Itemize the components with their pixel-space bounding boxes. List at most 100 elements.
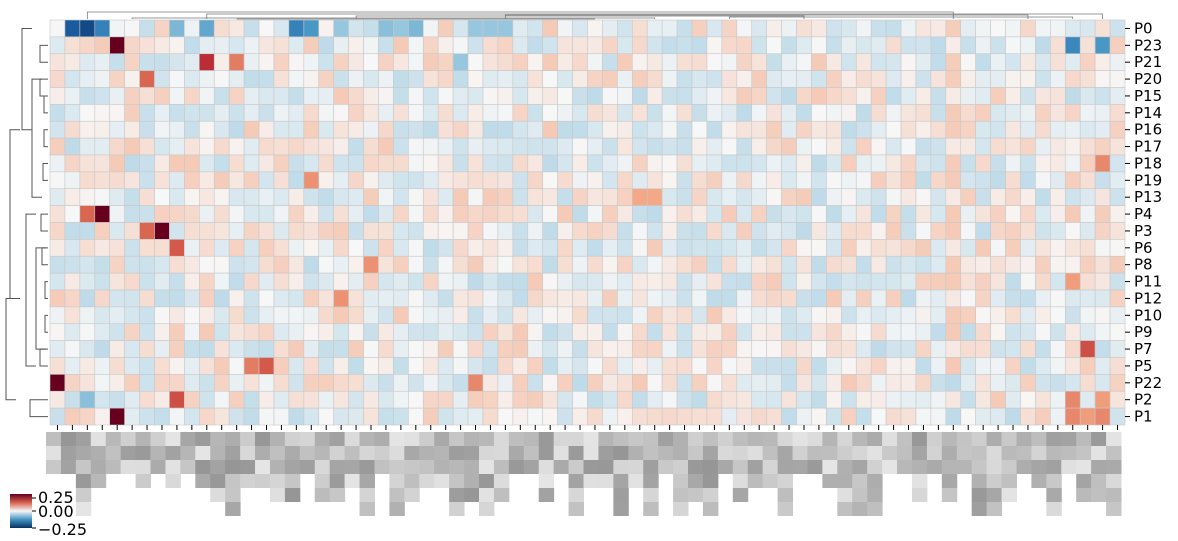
heatmap-cell [617,239,633,257]
heatmap-cell [721,374,738,392]
heatmap-cell [1020,239,1036,257]
heatmap-cell [452,87,469,105]
heatmap-cell [885,87,902,105]
row-dendrogram-link [21,27,32,131]
heatmap-cell [885,137,902,156]
heatmap-cell [587,340,603,358]
heatmap-cell [811,272,827,291]
heatmap-cell [318,137,334,156]
obscured-column-label [568,474,584,488]
heatmap-cell [617,70,633,88]
obscured-column-label [1106,446,1122,460]
heatmap-cell [661,222,678,240]
heatmap-cell [393,137,409,156]
heatmap-cell [124,357,140,375]
heatmap-cell [482,323,499,341]
heatmap-cell [228,104,245,122]
heatmap-cell [333,340,349,358]
obscured-column-label [449,502,465,516]
heatmap-cell [169,154,185,173]
heatmap-cell [1109,323,1126,341]
heatmap-cell [273,120,290,139]
heatmap-cell [646,289,663,308]
obscured-column-label [210,460,226,474]
heatmap-cell [766,120,782,139]
obscured-column-label [329,446,346,460]
heatmap-cell [64,171,81,190]
heatmap-cell [1064,340,1081,358]
heatmap-cell [303,171,320,190]
heatmap-cell [990,120,1006,139]
heatmap-cell [1035,407,1051,426]
heatmap-cell [631,407,648,426]
obscured-column-label [971,488,988,502]
heatmap-cell [512,323,529,341]
heatmap-cell [199,205,215,223]
obscured-column-label [269,446,286,460]
heatmap-cell [1094,137,1111,156]
obscured-column-label [911,474,928,488]
heatmap-cell [1064,19,1081,38]
heatmap-cell [258,323,275,341]
obscured-column-label [60,432,77,446]
obscured-column-label [1016,432,1032,446]
heatmap-cell [258,205,275,223]
heatmap-cell [94,205,111,223]
heatmap-cell [960,53,976,71]
heatmap-cell [124,374,140,392]
heatmap-cell [975,70,991,88]
heatmap-cell [139,36,155,55]
heatmap-cell [378,87,394,105]
heatmap-cell [109,374,125,392]
heatmap-cell [139,272,155,291]
heatmap-cell [422,70,439,88]
obscured-column-label [478,460,495,474]
heatmap-cell [243,36,260,55]
heatmap-cell [452,239,469,257]
heatmap-cell [766,104,782,122]
heatmap-cell [631,323,648,341]
heatmap-cell [288,104,305,122]
heatmap-cell [736,137,753,156]
heatmap-cell [811,306,827,325]
heatmap-cell [139,120,155,139]
heatmap-cell [408,171,424,190]
obscured-column-label [538,474,555,488]
heatmap-cell [467,407,484,426]
heatmap-cell [1064,222,1081,240]
heatmap-cell [1064,70,1081,88]
heatmap-cell [497,154,514,173]
heatmap-cell [109,205,125,223]
heatmap-cell [243,19,260,38]
heatmap-cell [452,70,469,88]
heatmap-cell [378,289,394,308]
heatmap-cell [1079,272,1096,291]
obscured-column-label [389,502,405,516]
heatmap-cell [139,222,155,240]
heatmap-cell [348,19,364,38]
heatmap-cell [288,407,305,426]
heatmap-cell [1109,70,1126,88]
obscured-column-label [389,446,405,460]
heatmap-cell [975,53,991,71]
heatmap-cell [975,171,991,190]
heatmap-cell [885,357,902,375]
obscured-column-label [180,432,196,446]
heatmap-cell [273,289,290,308]
obscured-column-label [240,432,256,446]
heatmap-cell [587,104,603,122]
heatmap-cell [512,374,529,392]
heatmap-cell [497,19,514,38]
heatmap-cell [602,154,618,173]
heatmap-cell [975,340,991,358]
heatmap-cell [930,53,947,71]
row-dendrogram-link [43,95,48,114]
heatmap-cell [766,306,782,325]
heatmap-cell [228,374,245,392]
heatmap-cell [288,70,305,88]
heatmap-cell [1109,390,1126,409]
heatmap-cell [258,70,275,88]
heatmap-cell [169,340,185,358]
heatmap-cell [781,188,797,206]
obscured-column-label [269,474,286,488]
